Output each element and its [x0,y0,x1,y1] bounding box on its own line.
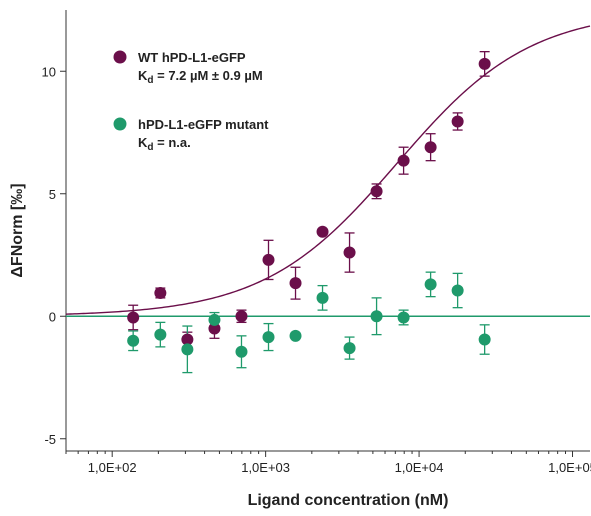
data-point [451,284,464,297]
data-point [478,333,491,346]
data-point [289,329,302,342]
data-point [235,310,248,323]
legend-marker-mutant [113,117,127,131]
x-minor-ticks [65,451,566,454]
data-point [127,311,140,324]
data-point [397,311,410,324]
fit-lines [65,25,591,317]
data-point [424,141,437,154]
data-point [262,331,275,344]
y-tick-label: 10 [42,64,56,79]
x-ticks: 1,0E+02 1,0E+03 1,0E+04 1,0E+05 [88,451,591,475]
data-point [208,322,221,335]
data-point [208,313,221,326]
data-point [343,342,356,355]
axes [65,10,590,452]
y-tick-label: -5 [44,432,56,447]
x-axis-title: Ligand concentration (nM) [248,492,449,509]
legend-kd-mutant: Kd = n.a. [138,135,191,153]
y-axis-title: ΔFNorm [‰] [9,183,26,277]
fit-curve [65,25,591,315]
data-point [289,277,302,290]
data-point [451,115,464,128]
data-point [478,57,491,70]
data-point [370,185,383,198]
x-tick-label: 1,0E+02 [88,460,137,475]
y-tick-label: 5 [49,187,56,202]
data-point [181,333,194,346]
data-point [127,334,140,347]
error-bars [128,51,490,374]
data-point [181,343,194,356]
data-point [424,278,437,291]
data-point [154,286,167,299]
data-point [235,345,248,358]
data-point [397,154,410,167]
data-points [127,57,491,358]
legend: WT hPD-L1-eGFP Kd = 7.2 µM ± 0.9 µM hPD-… [113,50,269,153]
data-point [262,253,275,266]
y-tick-label: 0 [49,309,56,324]
x-tick-label: 1,0E+03 [241,460,290,475]
legend-kd-wt: Kd = 7.2 µM ± 0.9 µM [138,68,263,86]
data-point [370,310,383,323]
legend-marker-wt [113,50,127,64]
data-point [154,328,167,341]
x-tick-label: 1,0E+05 [548,460,591,475]
data-point [316,291,329,304]
legend-label-mutant: hPD-L1-eGFP mutant [138,117,269,132]
y-ticks: 10 5 0 -5 [42,64,66,447]
data-point [316,225,329,238]
legend-label-wt: WT hPD-L1-eGFP [138,50,246,65]
x-tick-label: 1,0E+04 [395,460,444,475]
data-point [343,246,356,259]
